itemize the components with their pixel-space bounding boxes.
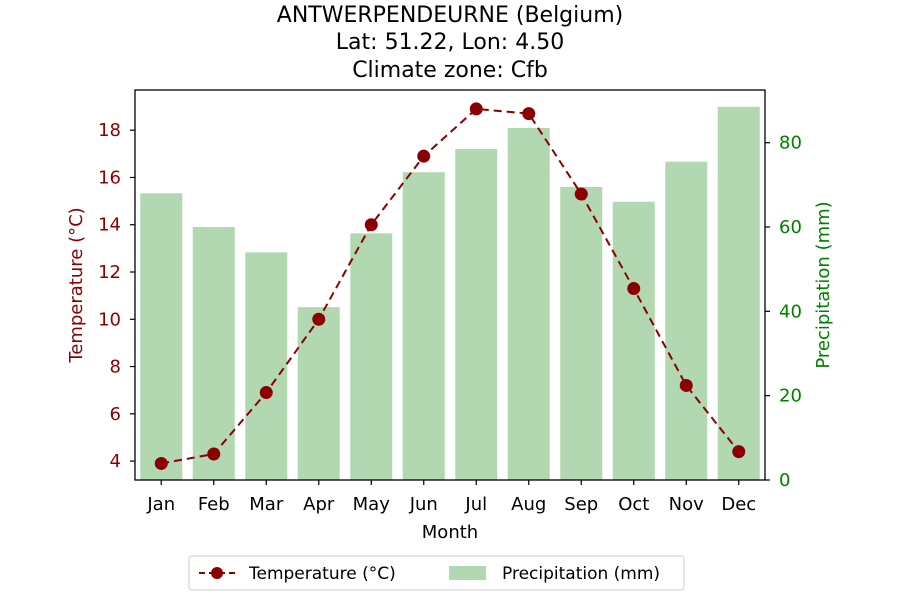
precip-bar-nov <box>665 161 708 481</box>
chart-title-line-1: ANTWERPENDEURNE (Belgium) <box>277 3 623 28</box>
precip-bar-oct <box>612 201 655 480</box>
precipitation-bars <box>140 106 760 481</box>
temp-point-oct <box>627 282 641 296</box>
right-tick-label: 60 <box>779 217 802 238</box>
temp-point-dec <box>732 445 746 459</box>
right-tick-label: 20 <box>779 386 802 407</box>
x-tick-label: Sep <box>564 494 598 515</box>
temp-point-jul <box>469 102 483 116</box>
legend-label-precipitation: Precipitation (mm) <box>502 564 660 584</box>
left-tick-label: 16 <box>98 167 121 188</box>
left-tick-label: 12 <box>98 262 121 283</box>
temperature-line-layer <box>154 102 746 470</box>
right-tick-label: 0 <box>779 470 790 491</box>
x-tick-label: Nov <box>669 494 704 515</box>
temp-point-mar <box>259 386 273 400</box>
legend-bar-swatch <box>449 566 486 580</box>
y-right-axis-label: Precipitation (mm) <box>813 201 834 368</box>
precip-bar-aug <box>507 127 550 480</box>
x-tick-label: Apr <box>303 494 335 515</box>
left-tick-label: 8 <box>110 357 121 378</box>
precip-bar-jan <box>140 193 183 480</box>
chart-title-line-3: Climate zone: Cfb <box>352 58 548 83</box>
x-tick-label: May <box>353 494 391 515</box>
x-tick-label: Aug <box>511 494 546 515</box>
x-tick-label: Jun <box>409 494 438 515</box>
precip-bar-may <box>350 233 393 480</box>
x-tick-label: Mar <box>249 494 284 515</box>
temp-point-aug <box>522 107 536 121</box>
temp-point-nov <box>679 378 693 392</box>
x-tick-label: Oct <box>618 494 649 515</box>
legend-label-temperature: Temperature (°C) <box>248 564 396 584</box>
legend: Temperature (°C) Precipitation (mm) <box>188 555 685 591</box>
right-tick-label: 80 <box>779 133 802 154</box>
temperature-line <box>161 107 740 465</box>
temp-point-may <box>364 218 378 232</box>
chart-title-line-2: Lat: 51.22, Lon: 4.50 <box>336 30 564 55</box>
chart-title: ANTWERPENDEURNE (Belgium) Lat: 51.22, Lo… <box>277 3 623 83</box>
y-left-axis-label: Temperature (°C) <box>66 207 87 363</box>
legend-marker-swatch <box>211 567 223 579</box>
x-tick-label: Feb <box>198 494 230 515</box>
x-tick-label: Jul <box>464 494 487 515</box>
precip-bar-mar <box>245 252 288 480</box>
temp-point-jan <box>154 456 168 470</box>
precip-bar-apr <box>297 307 340 480</box>
legend-box <box>188 555 685 591</box>
precip-bar-jul <box>455 149 498 480</box>
right-tick-label: 40 <box>779 301 802 322</box>
x-axis-label: Month <box>422 522 478 543</box>
temp-point-sep <box>574 187 588 201</box>
temp-point-feb <box>207 447 221 461</box>
left-tick-label: 6 <box>110 404 121 425</box>
precip-bar-feb <box>192 227 235 480</box>
x-tick-label: Jan <box>146 494 175 515</box>
precip-bar-jun <box>402 172 445 480</box>
right-axis: 0 20 40 60 80 <box>765 133 802 491</box>
temp-point-apr <box>312 312 326 326</box>
precip-bar-sep <box>560 186 603 481</box>
x-tick-label: Dec <box>721 494 756 515</box>
plot-frame <box>134 89 766 481</box>
x-axis: Jan Feb Mar Apr May Jun Jul Aug Sep Oct Nov Dec <box>146 480 756 515</box>
left-tick-label: 4 <box>110 451 121 472</box>
temp-point-jun <box>417 149 431 163</box>
left-axis: 4 6 8 10 12 14 16 18 <box>98 120 135 472</box>
left-tick-label: 14 <box>98 215 121 236</box>
left-tick-label: 10 <box>98 309 121 330</box>
left-tick-label: 18 <box>98 120 121 141</box>
precip-bar-dec <box>717 106 760 480</box>
